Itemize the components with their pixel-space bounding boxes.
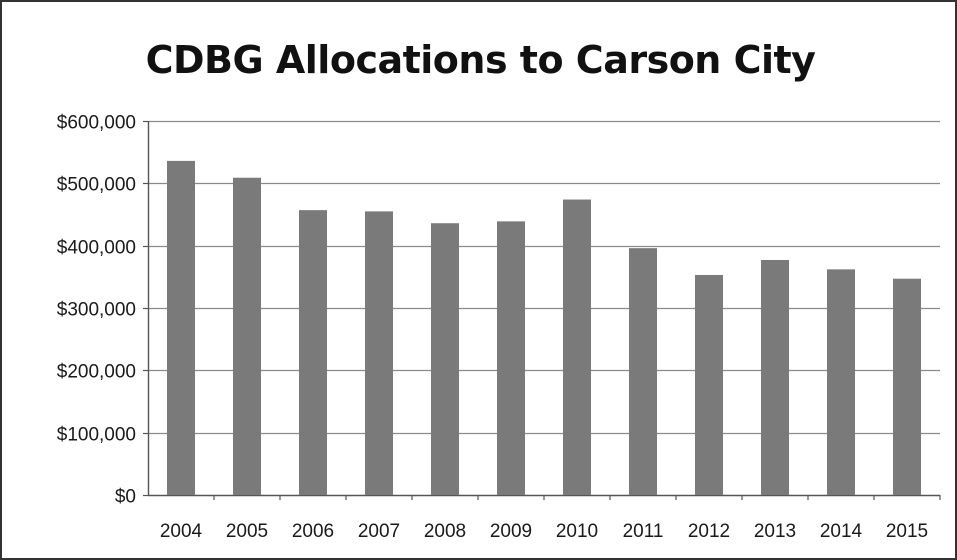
x-tick-label: 2009 <box>490 521 532 542</box>
x-tick-label: 2010 <box>556 521 598 542</box>
y-tick-label: $600,000 <box>57 113 136 134</box>
x-tick-label: 2006 <box>292 521 334 542</box>
chart-title: CDBG Allocations to Carson City <box>145 38 816 82</box>
x-tick-label: 2012 <box>688 521 730 542</box>
x-tick-label: 2015 <box>886 521 928 542</box>
y-tick-label: $0 <box>115 487 136 508</box>
bar-2007 <box>365 211 393 495</box>
bar-2014 <box>827 269 855 495</box>
gridlines <box>148 120 940 435</box>
bar-2006 <box>299 210 327 496</box>
y-tick-label: $200,000 <box>57 362 136 383</box>
bar-2015 <box>893 278 921 495</box>
bar-2011 <box>629 248 657 495</box>
y-tick-label: $500,000 <box>57 175 136 196</box>
x-tick-label: 2014 <box>820 521 863 542</box>
bar-2004 <box>167 160 195 496</box>
bar-2012 <box>695 274 723 495</box>
x-tick-label: 2004 <box>160 521 203 542</box>
bars <box>167 160 921 496</box>
bar-2005 <box>233 177 261 495</box>
bar-2010 <box>563 199 591 496</box>
x-tick-label: 2008 <box>424 521 466 542</box>
bar-2008 <box>431 223 459 495</box>
y-tick-label: $300,000 <box>57 300 136 321</box>
x-tick-label: 2013 <box>754 521 796 542</box>
x-tick-label: 2011 <box>623 521 664 542</box>
y-tick-label: $100,000 <box>57 425 136 446</box>
x-tick-label: 2007 <box>358 521 400 542</box>
x-tick-label: 2005 <box>226 521 268 542</box>
bar-2013 <box>761 260 789 495</box>
bar-2009 <box>497 221 525 495</box>
axes <box>143 120 941 500</box>
y-tick-label: $400,000 <box>57 238 136 259</box>
x-tick-labels: 2004 2005 2006 2007 2008 2009 2010 2011 2012 2013… <box>160 521 928 542</box>
y-tick-labels: $0 $100,000 $200,000 $300,000 $400,000 $500,0… <box>57 113 136 508</box>
